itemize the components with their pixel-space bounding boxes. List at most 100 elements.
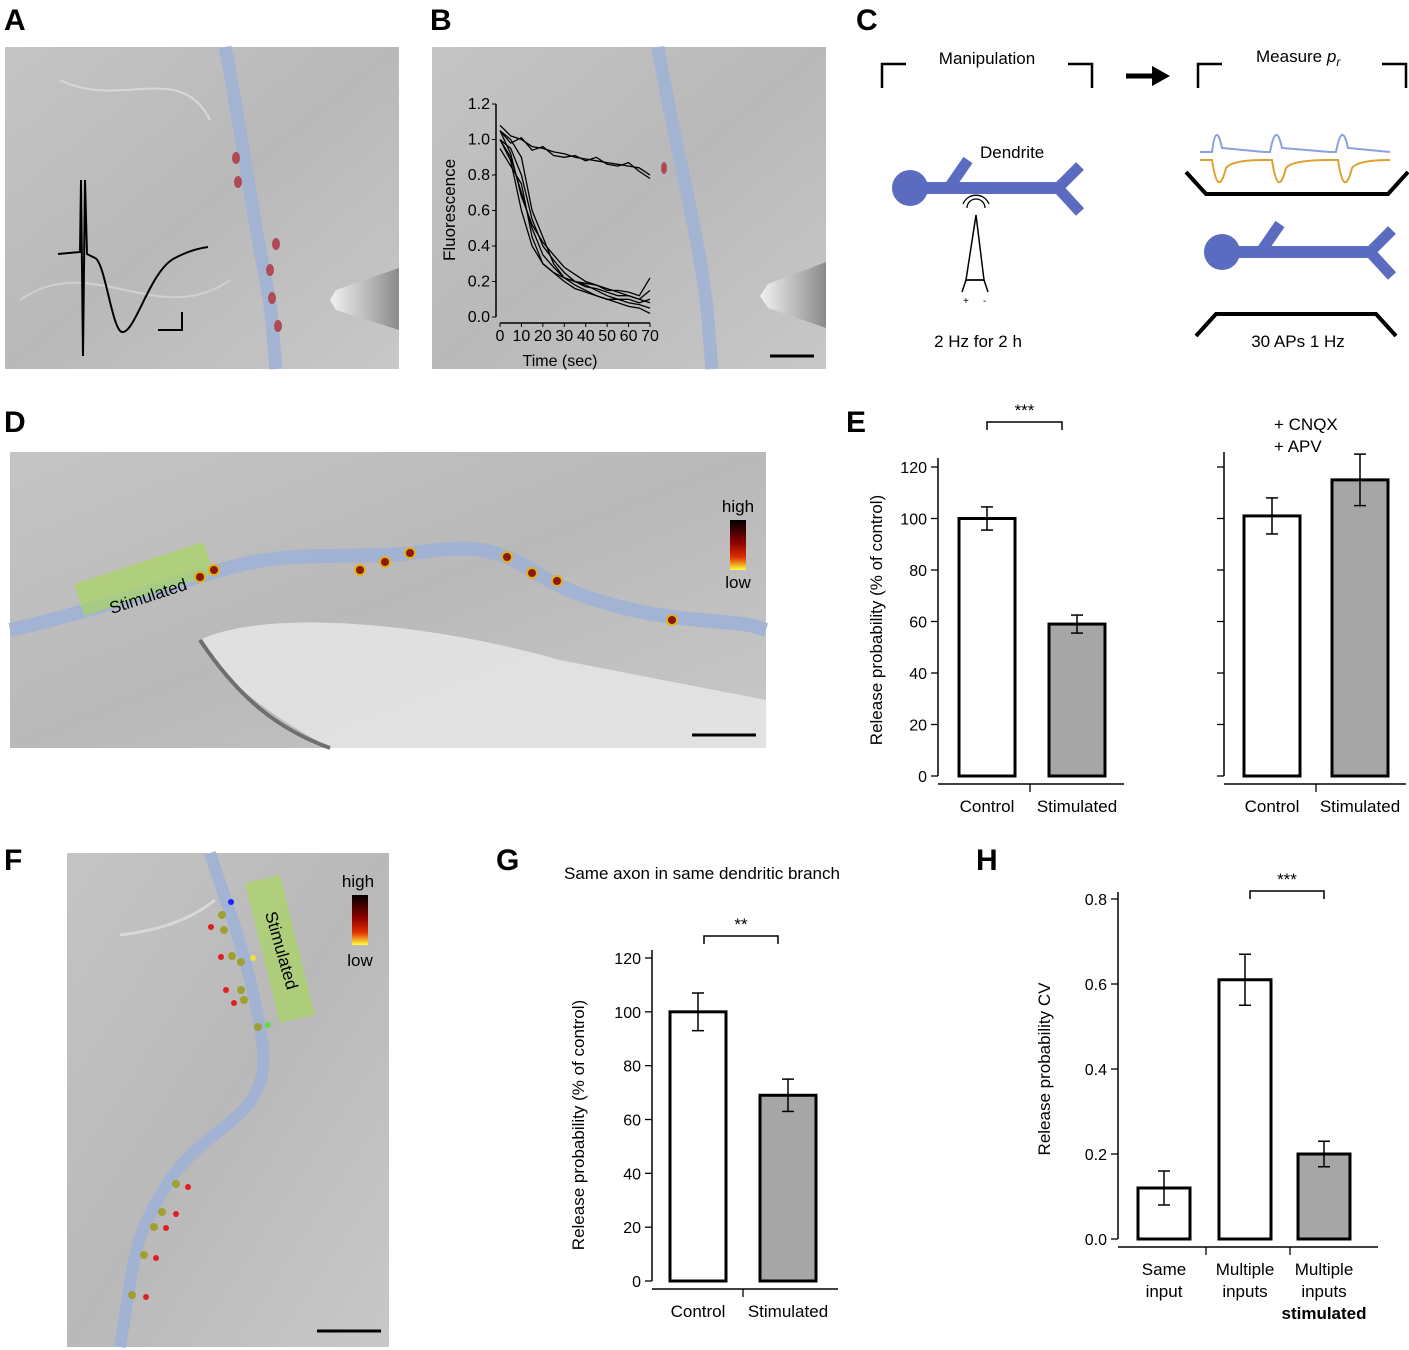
e-left-y-tick-label: 120 [900,460,927,477]
h-y-tick-label: 0.2 [1085,1147,1107,1164]
fluorescence-x-axis-label: Time (sec) [523,353,598,370]
f-release-site-markers [128,899,271,1300]
b-x-tick-label: 30 [555,328,573,345]
release-site-markers [194,547,678,626]
f-heat-colorbar [352,895,368,945]
h-category-label-1: inputs [1222,1282,1267,1301]
release-probability-chart-e-right: Control Stimulated [1217,452,1406,816]
e-right-category-label-0: Control [1245,797,1300,816]
e-left-significance-stars: *** [1015,401,1035,420]
b-y-tick-label: 1.2 [468,96,490,113]
h-category-label-0: Same [1142,1260,1186,1279]
b-x-tick-label: 50 [598,328,616,345]
g-title: Same axon in same dendritic branch [564,864,840,883]
g-significance-bracket [703,935,779,944]
svg-text:+: + [963,296,969,307]
panel-h-label: H [976,844,998,877]
h-y-axis-label: Release probability CV [1035,982,1054,1156]
e-left-category-label-1: Stimulated [1037,797,1117,816]
heat-colorbar [730,520,746,570]
b-x-tick-label: 10 [513,328,531,345]
b-series-line-1 [499,130,651,180]
ap-protocol-label: 30 APs 1 Hz [1251,332,1345,351]
ap-traces [1200,134,1391,183]
e-left-y-tick-label: 0 [918,769,927,786]
e-left-y-tick-label: 40 [909,666,927,683]
measure-label: Measure pr [1256,47,1341,69]
h-category-label-2: Multiple [1295,1260,1354,1279]
e-left-y-tick-label: 80 [909,563,927,580]
h-significance-bracket [1249,890,1325,899]
f-colorbar-high-label: high [342,872,374,891]
h-y-tick-label: 0.4 [1085,1062,1107,1079]
panel-a-label: A [4,4,26,37]
g-y-tick-label: 0 [632,1274,641,1291]
panel-c-label: C [856,4,878,37]
h-y-tick-label: 0.8 [1085,892,1107,909]
manipulation-label: Manipulation [939,49,1035,68]
e-right-bar-0 [1242,514,1302,778]
panel-f-image: Stimulated high low [67,851,389,1349]
h-category-label-1: Multiple [1216,1260,1275,1279]
colorbar-low-label: low [725,573,751,592]
e-y-axis-label: Release probability (% of control) [867,495,886,745]
dendrite-label: Dendrite [980,143,1044,162]
g-bar-0 [668,1010,728,1283]
b-x-tick-label: 70 [641,328,659,345]
b-series-line-6 [499,130,651,297]
g-y-tick-label: 60 [623,1113,641,1130]
b-y-tick-label: 0.0 [468,309,490,326]
h-bar-1 [1217,978,1273,1241]
e-right-category-label-1: Stimulated [1320,797,1400,816]
g-y-tick-label: 20 [623,1220,641,1237]
g-y-tick-label: 100 [614,1005,641,1022]
panel-d-image: Stimulated high low [8,452,769,750]
panel-d-label: D [4,406,26,439]
g-y-axis-label: Release probability (% of control) [569,1000,588,1250]
stim-protocol-label: 2 Hz for 2 h [934,332,1022,351]
h-bar-2 [1296,1152,1352,1241]
b-x-tick-label: 0 [496,328,505,345]
panel-b-image [432,45,826,370]
release-probability-chart-e-left: 0 20 40 60 80 100 120 Control Stimulated *** [900,401,1124,816]
b-y-tick-label: 0.6 [468,203,490,220]
h-y-tick-label: 0.6 [1085,977,1107,994]
g-category-label-1: Stimulated [748,1302,828,1321]
e-left-y-tick-label: 20 [909,718,927,735]
e-left-significance-bracket [986,421,1063,430]
g-bar-1 [758,1093,818,1283]
h-category-label-0: input [1146,1282,1183,1301]
release-probability-chart-g: 0 20 40 60 80 100 120 Control Stimulated ** [614,915,838,1321]
fluorescence-y-axis-label: Fluorescence [440,159,459,261]
panel-c-schematic: Manipulation Measure pr Dendrite + - 2 H… [880,47,1409,351]
b-x-tick-label: 60 [620,328,638,345]
b-y-tick-label: 1.0 [468,132,490,149]
h-category-label-2: stimulated [1281,1304,1366,1323]
e-left-bar-1 [1047,622,1107,778]
cnqx-label: + CNQX [1274,415,1338,434]
b-y-tick-label: 0.4 [468,238,490,255]
b-series-line-7 [499,139,651,304]
g-y-tick-label: 120 [614,951,641,968]
b-x-tick-label: 20 [534,328,552,345]
f-colorbar-low-label: low [347,951,373,970]
e-left-y-tick-label: 60 [909,615,927,632]
panel-e-label: E [846,406,866,439]
fluorescence-chart: 0.0 0.2 0.4 0.6 0.8 1.0 1.2 0 10 20 30 40 50 60 70 [468,96,659,345]
panel-a-image [5,45,399,370]
g-y-tick-label: 40 [623,1166,641,1183]
b-x-tick-label: 40 [577,328,595,345]
panel-b-label: B [430,4,452,37]
h-category-label-2: inputs [1301,1282,1346,1301]
colorbar-high-label: high [722,497,754,516]
g-y-tick-label: 80 [623,1059,641,1076]
panel-f-label: F [4,844,22,877]
release-probability-cv-chart-h: 0.0 0.2 0.4 0.6 0.8 Same input Multiple inputs Mu… [1085,870,1378,1323]
svg-text:-: - [983,296,986,307]
panel-g-label: G [496,844,519,877]
g-significance-stars: ** [734,915,748,934]
e-left-y-tick-label: 100 [900,512,927,529]
apv-label: + APV [1274,437,1322,456]
e-right-bar-1 [1330,478,1390,778]
